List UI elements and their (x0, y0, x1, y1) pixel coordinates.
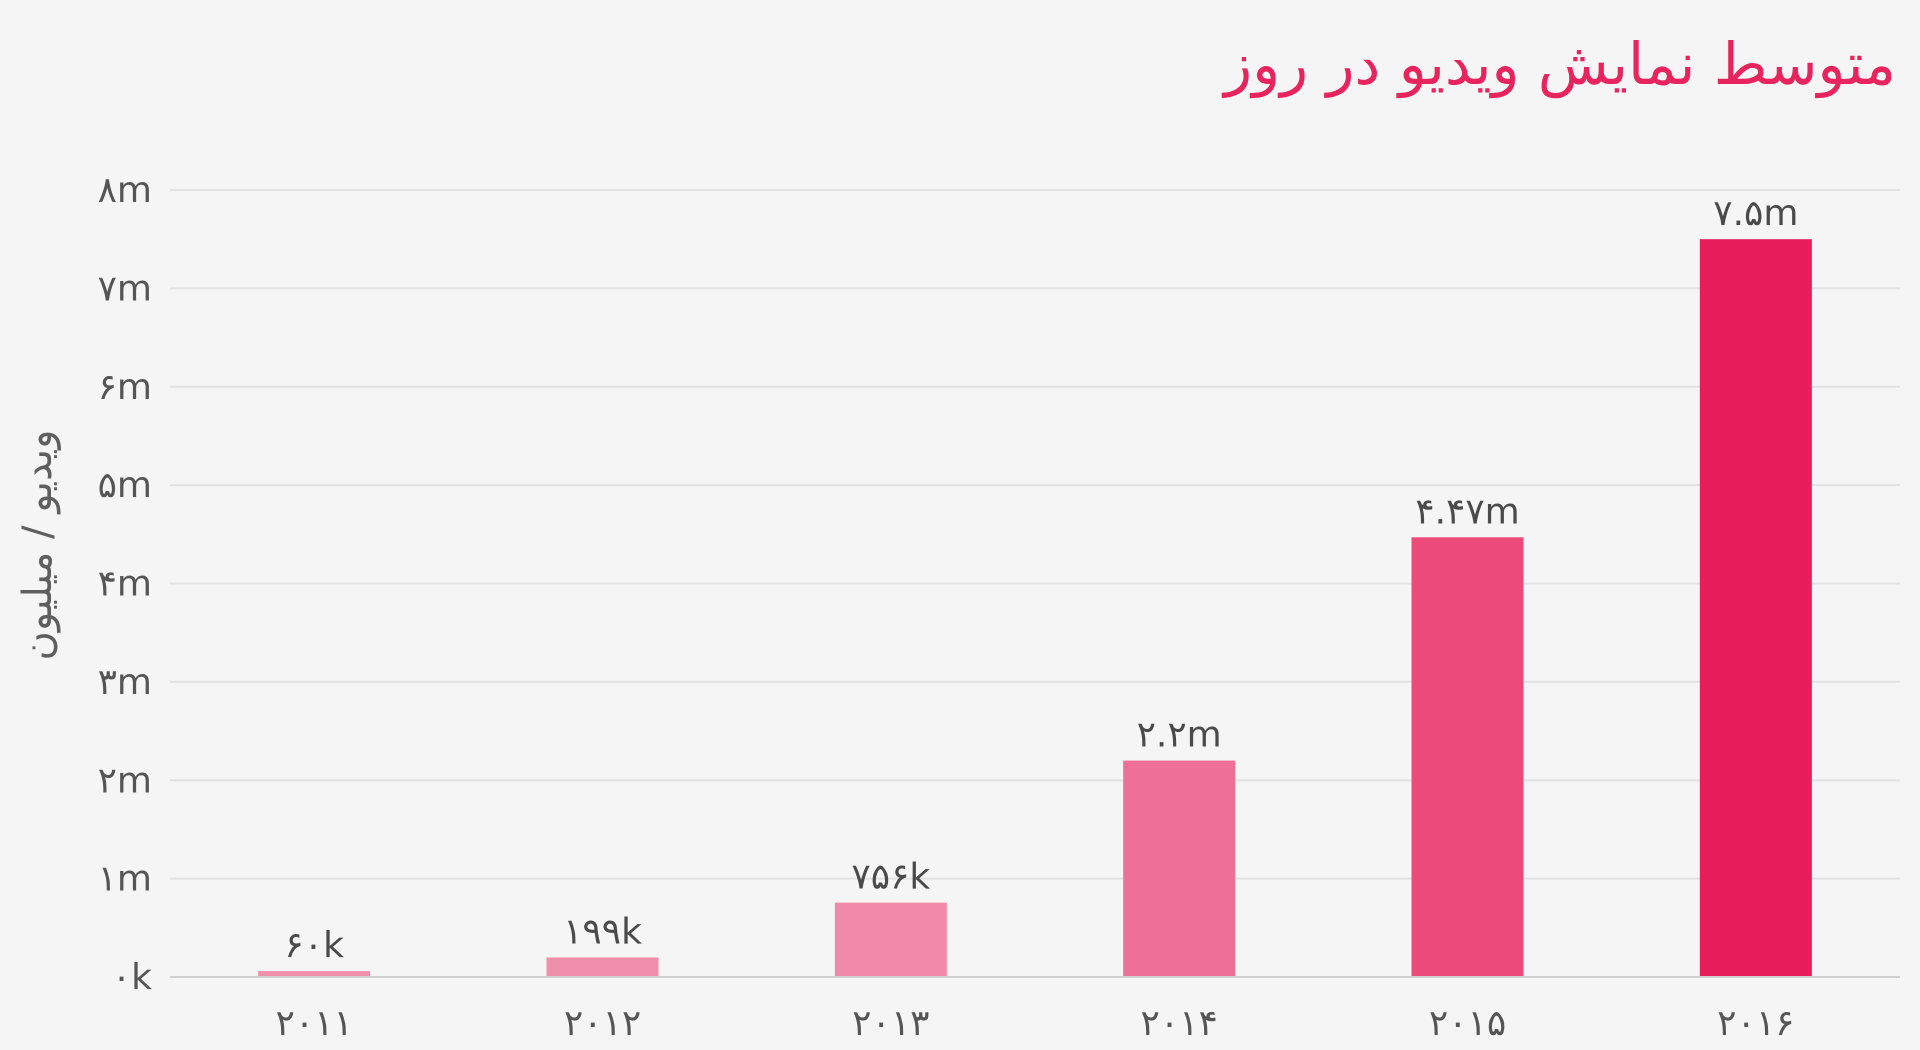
bar-value-label: ۲.۲m (1137, 715, 1222, 756)
bar (1699, 239, 1812, 977)
bar (546, 957, 659, 977)
data-labels: ۶۰k ۱۹۹k ۷۵۶k ۲.۲m ۴.۴۷m ۷.۵m (284, 193, 1798, 966)
y-tick-label: ۰k (112, 957, 152, 998)
x-axis-ticks: ۲۰۱۱ ۲۰۱۲ ۲۰۱۳ ۲۰۱۴ ۲۰۱۵ ۲۰۱۶ (275, 1003, 1794, 1044)
bar-value-label: ۶۰k (284, 925, 344, 966)
bar (1123, 760, 1236, 977)
bars (258, 239, 1812, 977)
y-tick-label: ۸m (98, 170, 152, 211)
y-tick-label: ۳m (98, 662, 152, 703)
y-tick-label: ۶m (98, 367, 152, 408)
bar-value-label: ۴.۴۷m (1415, 491, 1520, 532)
chart-title: متوسط نمایش ویدیو در روز (1224, 30, 1896, 98)
gridlines (170, 189, 1900, 880)
x-tick-label: ۲۰۱۲ (564, 1003, 641, 1044)
bar (258, 971, 371, 977)
y-tick-label: ۱m (98, 859, 152, 900)
x-tick-label: ۲۰۱۵ (1429, 1003, 1506, 1044)
bar-value-label: ۷۵۶k (851, 857, 930, 898)
x-tick-label: ۲۰۱۳ (852, 1003, 929, 1044)
bar-value-label: ۷.۵m (1713, 193, 1798, 234)
x-tick-label: ۲۰۱۶ (1717, 1003, 1794, 1044)
bar (1411, 537, 1524, 977)
y-tick-label: ۴m (98, 564, 152, 605)
y-tick-label: ۲m (98, 760, 152, 801)
bar (834, 902, 947, 977)
y-tick-label: ۷m (98, 268, 152, 309)
y-axis-ticks: ۰k ۱m ۲m ۳m ۴m ۵m ۶m ۷m ۸m (98, 170, 153, 998)
x-tick-label: ۲۰۱۴ (1140, 1003, 1217, 1044)
y-tick-label: ۵m (98, 465, 152, 506)
x-tick-label: ۲۰۱۱ (275, 1003, 352, 1044)
bar-value-label: ۱۹۹k (563, 911, 642, 952)
